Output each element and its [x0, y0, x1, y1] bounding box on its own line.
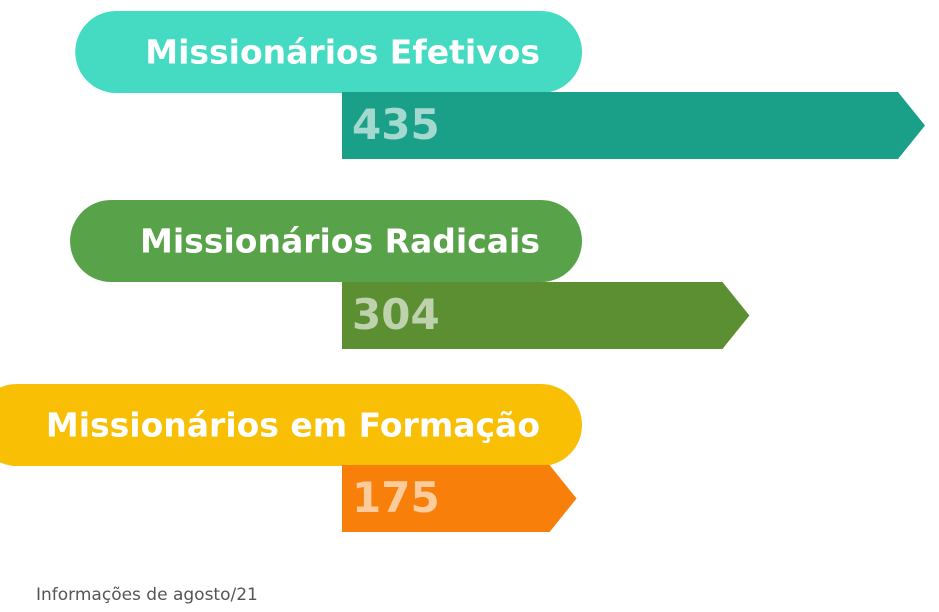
bar: [342, 465, 577, 532]
bar: [342, 282, 750, 349]
category-label: Missionários Efetivos: [145, 33, 540, 72]
footnote: Informações de agosto/21: [36, 585, 258, 605]
value-label: 435: [352, 100, 440, 149]
category-label: Missionários Radicais: [140, 222, 540, 261]
label-pill: [0, 384, 582, 466]
bar: [342, 92, 925, 159]
value-label: 175: [352, 473, 440, 522]
value-label: 304: [352, 290, 440, 339]
label-pill: [70, 200, 582, 282]
category-label: Missionários em Formação: [46, 406, 540, 445]
label-pill: [75, 11, 582, 93]
